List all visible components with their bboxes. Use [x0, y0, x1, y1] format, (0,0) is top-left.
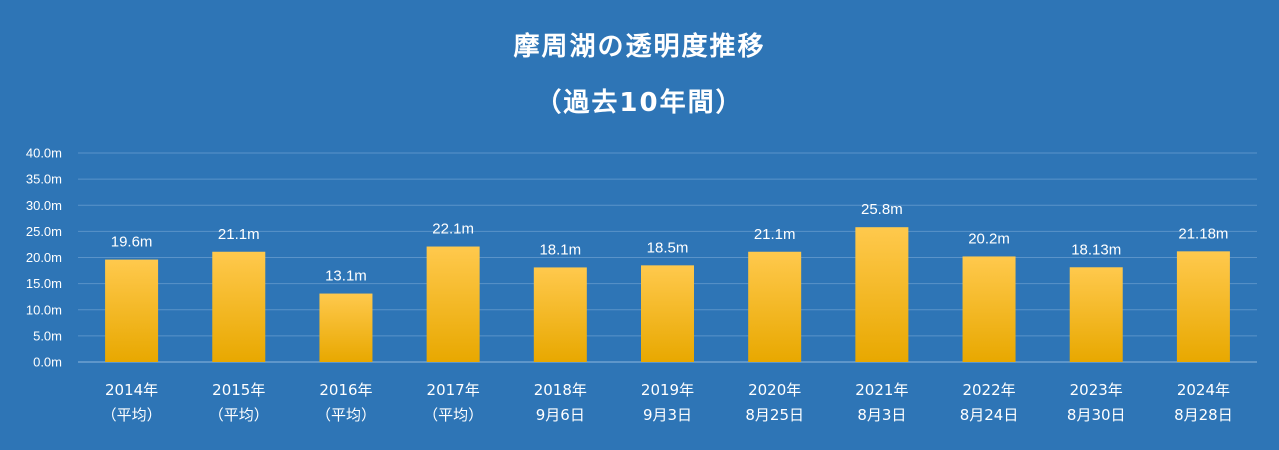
bar [641, 265, 694, 362]
x-tick-label: 2016年 [319, 381, 372, 399]
y-tick-label: 10.0m [26, 302, 62, 317]
bar [533, 267, 587, 362]
x-tick-label: 9月6日 [536, 406, 585, 424]
value-labels: 19.6m 21.1m 13.1m 22.1m 18.1m 18.5m 21.1m 25.8m… [111, 201, 1229, 284]
x-axis-labels: 2014年 （平均） 2015年 （平均） 2016年 （平均） 2017年 （平均） 2018… [102, 381, 1233, 424]
data-label: 18.1m [539, 241, 581, 258]
bar [319, 293, 373, 362]
x-tick-label: 8月30日 [1067, 406, 1126, 424]
data-label: 19.6m [111, 234, 153, 251]
x-tick-label: 2018年 [534, 381, 587, 399]
bar [212, 251, 266, 362]
x-tick-label: （平均） [102, 406, 162, 424]
y-axis-ticks: 0.0m 5.0m 10.0m 15.0m 20.0m 25.0m 30.0m 35.0m 40… [26, 146, 62, 370]
data-label: 21.18m [1178, 225, 1228, 242]
bars [105, 227, 1230, 362]
x-tick-label: 8月24日 [960, 406, 1019, 424]
chart-title: 摩周湖の透明度推移 [513, 32, 766, 62]
x-tick-label: 2024年 [1177, 381, 1230, 399]
data-label: 18.5m [647, 239, 689, 256]
data-label: 22.1m [432, 221, 474, 238]
x-tick-label: 2015年 [212, 381, 265, 399]
data-label: 18.13m [1071, 241, 1121, 258]
x-tick-label: 2023年 [1070, 381, 1123, 399]
x-tick-label: 8月3日 [857, 406, 906, 424]
bar [855, 227, 909, 362]
x-tick-label: 8月25日 [745, 406, 804, 424]
x-tick-label: （平均） [209, 406, 269, 424]
x-tick-label: 2019年 [641, 381, 694, 399]
x-tick-label: 2014年 [105, 381, 158, 399]
y-tick-label: 15.0m [26, 276, 62, 291]
chart-subtitle: （過去10年間） [535, 88, 744, 118]
x-tick-label: 2017年 [427, 381, 480, 399]
bar [962, 256, 1016, 362]
y-tick-label: 30.0m [26, 198, 62, 213]
x-tick-label: 2022年 [962, 381, 1015, 399]
x-tick-label: 2020年 [748, 381, 801, 399]
bar [748, 251, 802, 362]
data-label: 25.8m [861, 201, 903, 218]
x-tick-label: 2021年 [855, 381, 908, 399]
bar [426, 246, 480, 362]
bar [1176, 251, 1230, 362]
data-label: 20.2m [968, 230, 1010, 247]
data-label: 13.1m [325, 268, 367, 285]
data-label: 21.1m [218, 226, 260, 243]
y-tick-label: 35.0m [26, 172, 62, 187]
y-tick-label: 20.0m [26, 250, 62, 265]
y-tick-label: 5.0m [33, 328, 62, 343]
y-tick-label: 40.0m [26, 146, 62, 161]
x-tick-label: 8月28日 [1174, 406, 1233, 424]
y-tick-label: 0.0m [33, 355, 62, 370]
bar [105, 259, 159, 362]
data-label: 21.1m [754, 226, 796, 243]
x-tick-label: 9月3日 [643, 406, 692, 424]
bar [1069, 267, 1123, 362]
y-tick-label: 25.0m [26, 224, 62, 239]
x-tick-label: （平均） [423, 406, 483, 424]
x-tick-label: （平均） [316, 406, 376, 424]
